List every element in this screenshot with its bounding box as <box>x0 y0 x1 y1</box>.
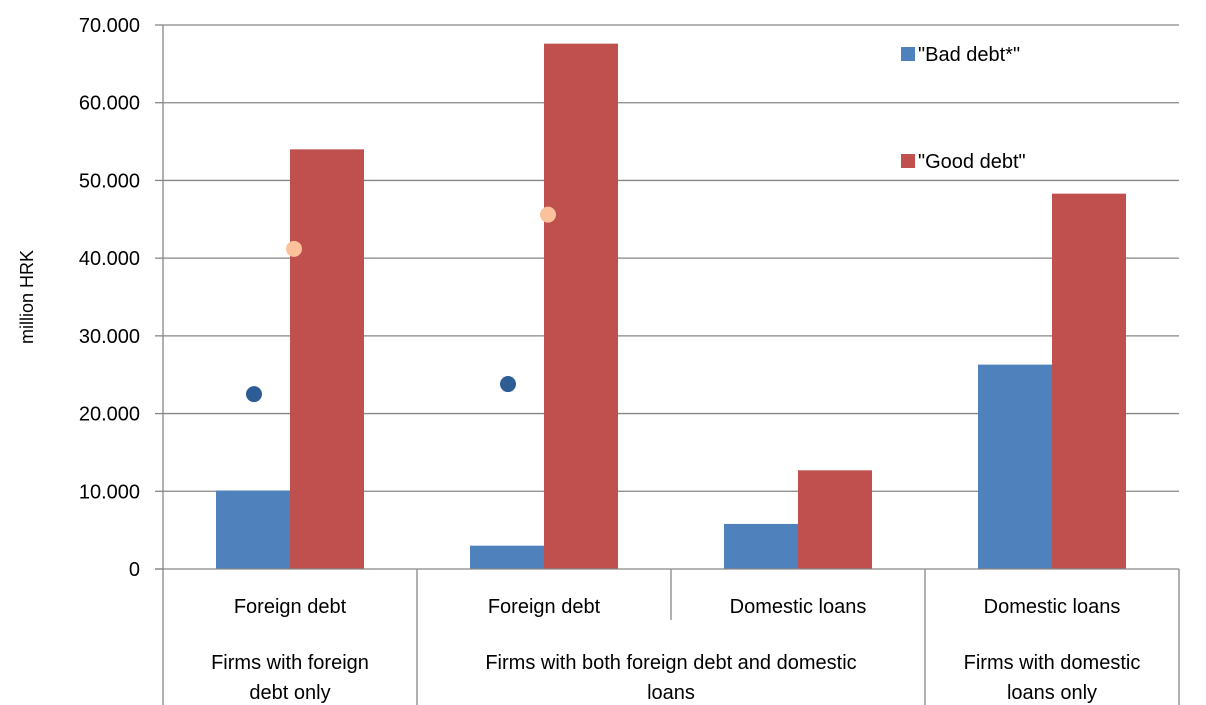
marker-point <box>540 206 556 223</box>
y-tick-label: 60.000 <box>79 93 140 115</box>
y-tick-label: 20.000 <box>79 404 140 426</box>
bar-good-debt <box>544 43 618 569</box>
group-label: loans <box>647 682 695 704</box>
legend: "Bad debt*" "Good debt" <box>901 44 1026 173</box>
axes <box>155 24 1180 705</box>
bar-good-debt <box>290 149 364 570</box>
bar-good-debt <box>798 470 872 569</box>
y-tick-label: 50.000 <box>79 170 140 192</box>
legend-swatch-bad-debt <box>901 47 915 61</box>
category-labels: Foreign debt Foreign debt Domestic loans Do… <box>234 596 1121 618</box>
y-tick-labels: 0 10.000 20.000 30.000 40.000 50.000 60.000 70.… <box>79 15 140 581</box>
marker-point <box>500 376 516 393</box>
y-tick-label: 0 <box>129 559 140 581</box>
y-tick-label: 70.000 <box>79 15 140 37</box>
group-labels: Firms with foreign debt only Firms with bo… <box>211 652 1140 704</box>
y-tick-label: 30.000 <box>79 326 140 348</box>
bar-good-debt <box>1052 193 1126 569</box>
bar-bad-debt <box>216 490 290 569</box>
bar-bad-debt <box>978 364 1052 569</box>
category-label: Domestic loans <box>730 596 867 618</box>
markers <box>246 206 556 403</box>
bar-bad-debt <box>724 523 798 569</box>
y-tick-label: 40.000 <box>79 248 140 270</box>
bars <box>216 43 1126 570</box>
group-label: debt only <box>249 682 330 704</box>
y-tick-label: 10.000 <box>79 481 140 503</box>
category-label: Domestic loans <box>984 596 1121 618</box>
y-axis-label: million HRK <box>17 250 37 344</box>
category-label: Foreign debt <box>488 596 601 618</box>
bar-bad-debt <box>470 545 544 569</box>
legend-label-good-debt: "Good debt" <box>918 151 1026 173</box>
legend-swatch-good-debt <box>901 154 915 168</box>
marker-point <box>246 386 262 403</box>
group-label: Firms with foreign <box>211 652 369 674</box>
group-label: Firms with domestic <box>964 652 1141 674</box>
group-label: Firms with both foreign debt and domesti… <box>485 652 856 674</box>
group-label: loans only <box>1007 682 1097 704</box>
legend-label-bad-debt: "Bad debt*" <box>918 44 1020 66</box>
category-label: Foreign debt <box>234 596 347 618</box>
marker-point <box>286 240 302 257</box>
